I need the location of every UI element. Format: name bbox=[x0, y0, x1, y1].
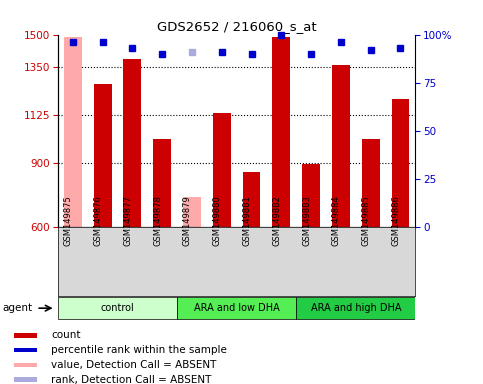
Bar bbox=[302, 164, 320, 227]
Bar bbox=[183, 197, 201, 227]
Text: count: count bbox=[51, 330, 81, 340]
Bar bbox=[213, 114, 231, 227]
Text: rank, Detection Call = ABSENT: rank, Detection Call = ABSENT bbox=[51, 375, 212, 384]
Bar bbox=[332, 66, 350, 227]
Text: agent: agent bbox=[2, 303, 32, 313]
Bar bbox=[64, 37, 82, 227]
Bar bbox=[14, 377, 38, 382]
Bar bbox=[94, 84, 112, 227]
Title: GDS2652 / 216060_s_at: GDS2652 / 216060_s_at bbox=[157, 20, 316, 33]
Text: ARA and low DHA: ARA and low DHA bbox=[194, 303, 280, 313]
Bar bbox=[153, 139, 171, 227]
Bar bbox=[14, 362, 38, 367]
Bar bbox=[14, 333, 38, 338]
Text: value, Detection Call = ABSENT: value, Detection Call = ABSENT bbox=[51, 360, 217, 370]
Bar bbox=[242, 172, 260, 227]
Bar bbox=[362, 139, 380, 227]
Text: percentile rank within the sample: percentile rank within the sample bbox=[51, 345, 227, 355]
Bar bbox=[124, 59, 142, 227]
Text: control: control bbox=[100, 303, 134, 313]
Bar bbox=[14, 348, 38, 353]
Bar bbox=[58, 297, 177, 319]
Bar bbox=[177, 297, 296, 319]
Bar bbox=[272, 37, 290, 227]
Text: ARA and high DHA: ARA and high DHA bbox=[311, 303, 401, 313]
Bar bbox=[296, 297, 415, 319]
Bar bbox=[392, 99, 410, 227]
